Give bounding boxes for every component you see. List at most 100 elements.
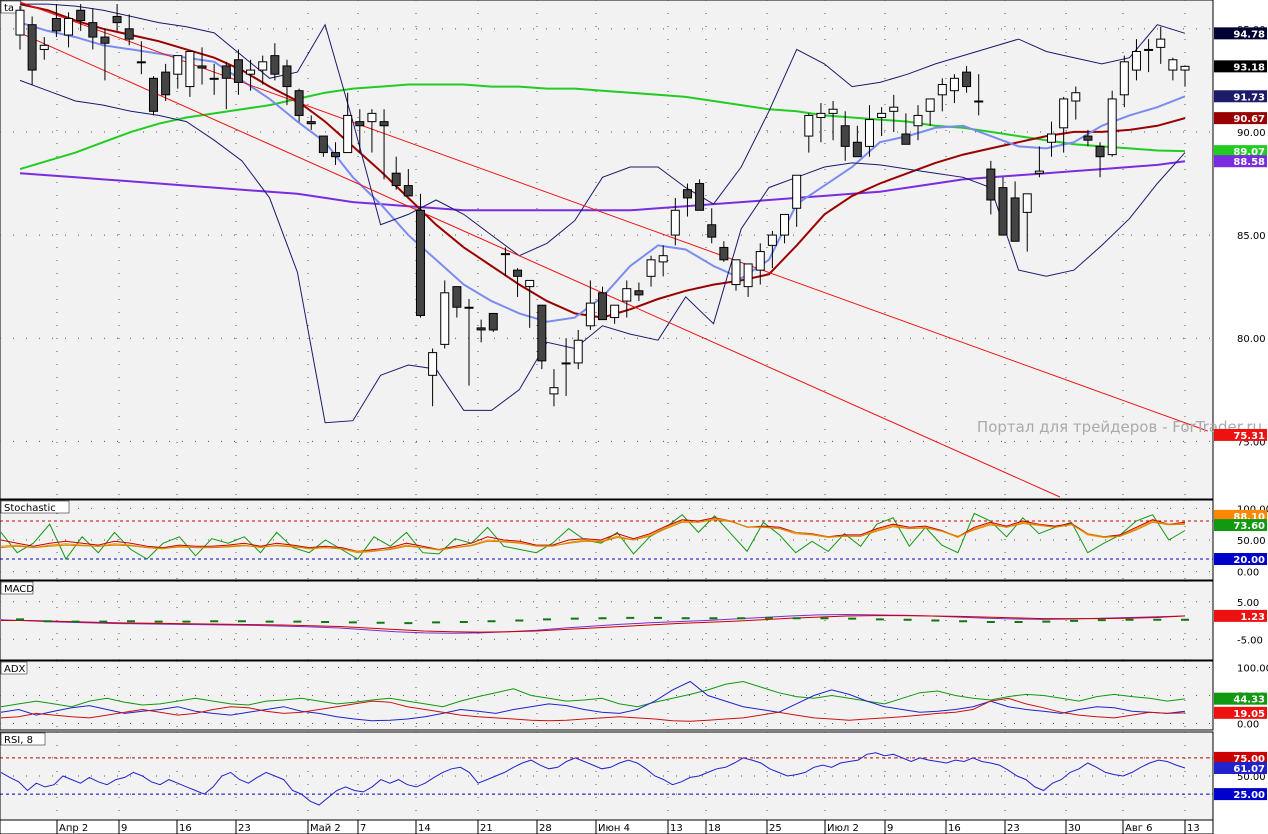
panel-title: ADX xyxy=(4,664,26,675)
candle xyxy=(1156,38,1166,48)
candle xyxy=(64,18,74,36)
panel-title: MACD xyxy=(4,584,34,595)
series-rsi xyxy=(0,752,1186,806)
candle xyxy=(1022,193,1032,213)
candle xyxy=(294,90,304,116)
candle xyxy=(1168,59,1178,71)
panel-frame xyxy=(0,580,1214,661)
price-label-box xyxy=(1214,112,1267,125)
price-label-box xyxy=(1214,509,1267,522)
price-label-box xyxy=(1214,145,1267,158)
candle xyxy=(464,306,474,309)
y-tick-label: 85.00 xyxy=(1237,231,1266,242)
x-tick-label: 9 xyxy=(887,823,893,834)
candle xyxy=(682,189,692,199)
price-label: 44.33 xyxy=(1233,695,1265,706)
x-tick-label: Апр 2 xyxy=(59,823,88,834)
y-tick-label: 90.00 xyxy=(1237,128,1266,139)
candle xyxy=(828,108,838,114)
price-label: 89.07 xyxy=(1233,147,1265,158)
price-label-box xyxy=(1214,155,1267,168)
price-label-box xyxy=(1214,553,1267,565)
candle xyxy=(415,209,425,316)
candle xyxy=(525,279,535,288)
candle xyxy=(391,172,401,187)
candle xyxy=(610,304,620,319)
candle xyxy=(925,98,935,112)
x-tick-label: 21 xyxy=(480,823,493,834)
series-bollinger-upper xyxy=(20,3,1186,257)
x-tick-label: Июл 2 xyxy=(827,823,859,834)
panel-macd: 5.00 -5.00 MACD 1.23 xyxy=(0,580,1267,661)
x-tick-label: Май 2 xyxy=(310,823,341,834)
candle xyxy=(962,71,972,88)
candle xyxy=(549,387,559,395)
price-label-box xyxy=(1214,751,1267,764)
candle xyxy=(1071,92,1081,102)
candle xyxy=(173,55,183,75)
candle xyxy=(403,185,413,197)
series--d xyxy=(0,517,1186,552)
x-tick-label: 30 xyxy=(1068,823,1081,834)
candle xyxy=(282,65,292,88)
candle xyxy=(1180,65,1190,71)
price-label: 1.23 xyxy=(1240,612,1265,623)
y-tick-label: 50.00 xyxy=(1237,772,1266,783)
x-tick-label: 14 xyxy=(418,823,431,834)
candle xyxy=(379,121,389,127)
candle xyxy=(1047,133,1057,143)
candle xyxy=(1119,61,1129,96)
candle xyxy=(937,84,947,96)
candle xyxy=(221,65,231,79)
price-label: 75.00 xyxy=(1233,754,1265,765)
x-tick-label: 16 xyxy=(179,823,192,834)
candle xyxy=(695,183,705,211)
candle xyxy=(719,246,729,261)
candle xyxy=(343,114,353,154)
candle xyxy=(743,263,753,288)
x-tick-label: Авг 6 xyxy=(1125,823,1153,834)
candle xyxy=(428,352,438,376)
candle xyxy=(1059,98,1069,129)
candle xyxy=(949,77,959,92)
candle xyxy=(634,290,644,296)
candle xyxy=(258,61,268,71)
x-tick-label: 23 xyxy=(1007,823,1020,834)
price-label-box xyxy=(1214,692,1267,705)
price-label: 91.73 xyxy=(1233,92,1265,103)
x-tick-label: 9 xyxy=(121,823,127,834)
candle xyxy=(209,77,219,80)
panel-title: RSI, 8 xyxy=(4,735,33,746)
price-label-box xyxy=(1214,761,1267,774)
trend-line xyxy=(19,1,1208,432)
price-label-box xyxy=(1214,788,1267,801)
candle xyxy=(816,112,826,118)
y-tick-label: 100.00 xyxy=(1237,504,1268,515)
x-tick-label: 7 xyxy=(360,823,366,834)
candle xyxy=(100,36,110,44)
candle xyxy=(124,28,134,40)
y-tick-label: 0.00 xyxy=(1237,720,1259,731)
price-label: 93.18 xyxy=(1233,62,1265,73)
trend-line xyxy=(19,32,1061,498)
candle xyxy=(755,251,765,271)
panel-frame xyxy=(0,660,1214,731)
candle xyxy=(185,51,195,88)
candle xyxy=(112,15,122,24)
y-tick-label: 0.00 xyxy=(1237,568,1259,579)
candle xyxy=(913,114,923,127)
candle xyxy=(901,133,911,145)
candle xyxy=(707,224,717,238)
candle xyxy=(331,152,341,158)
x-axis: Апр 2 9 16 23 Май 2 7 14 21 28 Июн 4 13 18 25 Июл 2 9 1… xyxy=(0,819,1214,834)
x-tick-label: 13 xyxy=(1187,823,1200,834)
panel-frame xyxy=(0,731,1214,821)
candle xyxy=(852,141,862,158)
x-tick-label: 28 xyxy=(539,823,552,834)
y-tick-label: 80.00 xyxy=(1237,334,1266,345)
candle xyxy=(500,253,510,256)
y-tick-label: 50.00 xyxy=(1237,536,1266,547)
price-label: 90.67 xyxy=(1233,114,1265,125)
